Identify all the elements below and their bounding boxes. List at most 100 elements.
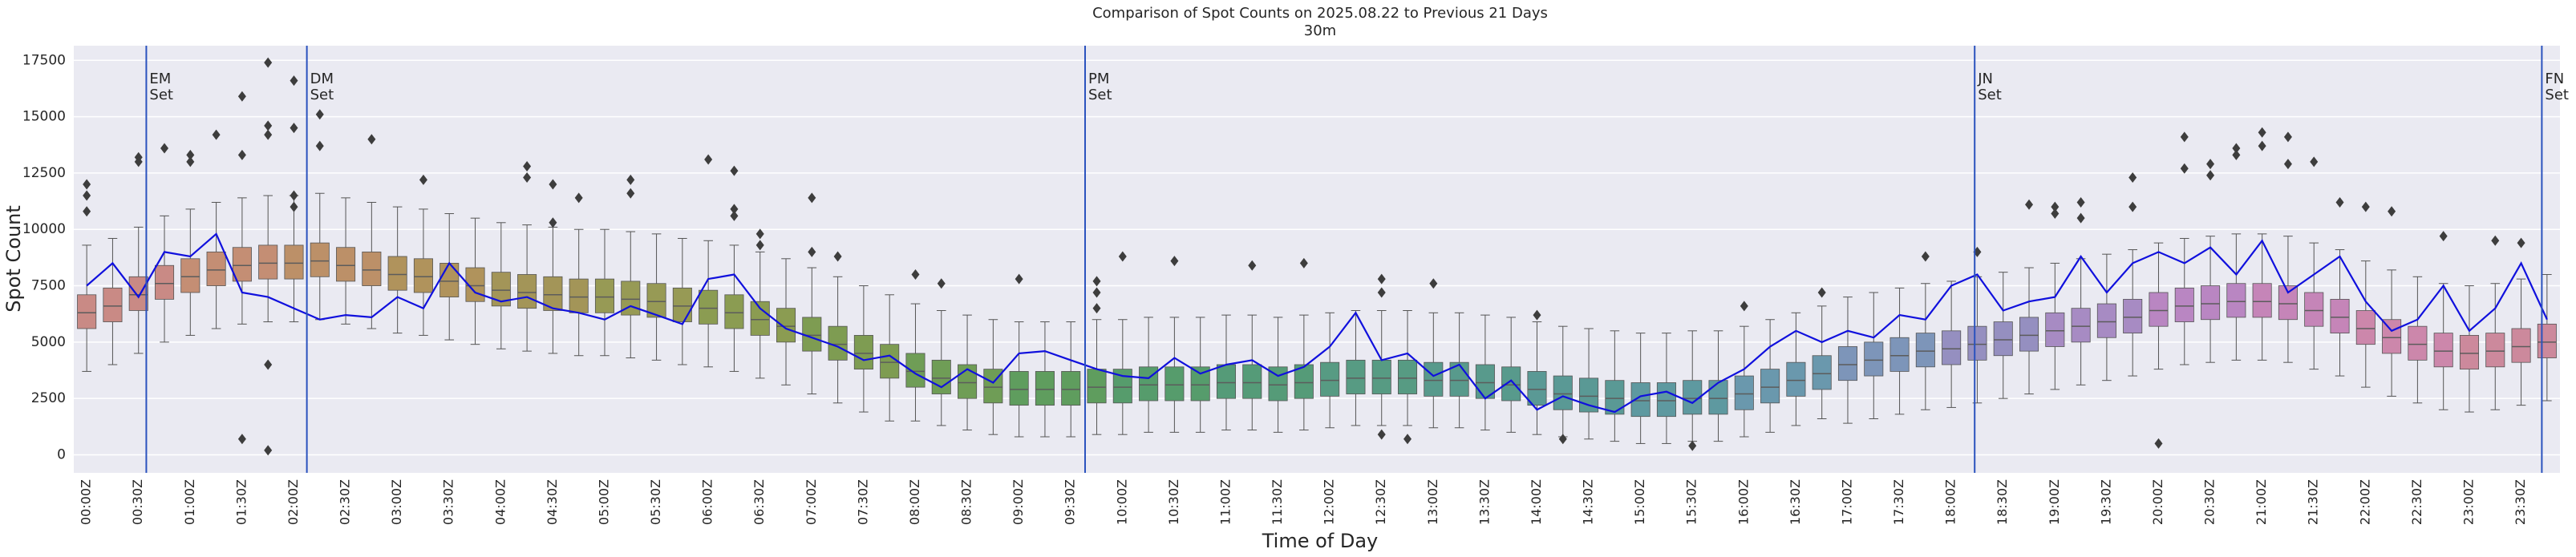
box: [1190, 366, 1210, 402]
flier: [704, 154, 713, 165]
box: [880, 344, 900, 379]
box: [1837, 346, 1858, 381]
box: [1216, 364, 1237, 399]
x-tick-label: 15:00Z: [1632, 479, 1647, 525]
box: [699, 289, 719, 325]
flier: [1377, 429, 1386, 440]
flier: [264, 120, 273, 131]
box: [310, 242, 330, 277]
box: [362, 251, 382, 286]
flier: [1299, 257, 1308, 268]
box: [1061, 371, 1081, 406]
event-label: PM: [1088, 71, 1109, 87]
flier: [2206, 159, 2215, 170]
flier: [2491, 235, 2500, 246]
x-tick-label: 23:00Z: [2461, 479, 2476, 525]
flier: [549, 217, 557, 228]
event-label: FN: [2545, 71, 2564, 87]
x-tick-label: 04:30Z: [545, 479, 560, 525]
box: [905, 353, 925, 388]
box: [1009, 371, 1029, 406]
x-tick-label: 06:30Z: [751, 479, 767, 525]
flier: [237, 434, 246, 445]
x-tick-label: 15:30Z: [1684, 479, 1699, 525]
flier: [2025, 199, 2034, 210]
box: [1708, 380, 1728, 415]
box: [517, 274, 537, 309]
flier: [237, 149, 246, 160]
x-tick-label: 17:00Z: [1839, 479, 1854, 525]
box: [1734, 375, 1754, 410]
box: [2019, 317, 2039, 352]
box: [724, 294, 744, 329]
x-tick-label: 22:30Z: [2409, 479, 2424, 525]
x-tick-label: 13:30Z: [1476, 479, 1492, 525]
box: [2537, 323, 2557, 358]
flier: [2439, 231, 2448, 242]
box: [1683, 380, 1703, 415]
y-tick-label: 10000: [22, 221, 66, 237]
x-tick-label: 19:00Z: [2047, 479, 2062, 525]
box: [1346, 359, 1366, 394]
flier: [290, 123, 298, 134]
flier: [1377, 273, 1386, 285]
flier: [937, 278, 946, 289]
x-axis-label: Time of Day: [1262, 530, 1379, 552]
flier: [1248, 260, 1257, 271]
box: [154, 264, 175, 300]
box: [1889, 337, 1910, 372]
box: [206, 251, 226, 286]
x-tick-label: 02:00Z: [286, 479, 301, 525]
box: [439, 263, 460, 298]
x-tick-label: 01:30Z: [233, 479, 249, 525]
box: [1087, 369, 1107, 404]
flier: [83, 190, 91, 201]
flier: [1092, 303, 1101, 314]
box: [543, 276, 563, 311]
box: [1371, 359, 1391, 394]
x-tick-label: 06:00Z: [700, 479, 715, 525]
flier: [523, 160, 532, 172]
y-tick-label: 17500: [22, 52, 66, 68]
box: [1967, 325, 1987, 361]
y-tick-label: 0: [57, 446, 66, 462]
x-tick-label: 16:30Z: [1788, 479, 1803, 525]
x-tick-label: 20:00Z: [2150, 479, 2165, 525]
box: [1320, 361, 1340, 397]
box: [594, 278, 615, 313]
flier: [1688, 440, 1697, 451]
box: [621, 281, 641, 316]
flier: [833, 251, 842, 262]
box: [1112, 369, 1132, 404]
box: [2278, 285, 2298, 321]
flier: [2310, 156, 2319, 168]
x-tick-label: 08:00Z: [907, 479, 922, 525]
flier: [523, 172, 532, 184]
box: [2252, 283, 2272, 318]
x-tick-label: 09:00Z: [1011, 479, 1026, 525]
flier: [2258, 127, 2266, 138]
flier: [755, 240, 764, 251]
flier: [574, 192, 583, 204]
flier: [2128, 172, 2137, 184]
flier: [160, 143, 169, 154]
box: [1760, 369, 1780, 404]
box: [646, 283, 666, 318]
box: [931, 359, 951, 394]
box: [672, 287, 692, 322]
box: [569, 278, 589, 313]
box: [387, 256, 407, 291]
flier: [2076, 212, 2085, 224]
box: [802, 317, 822, 352]
y-tick-label: 7500: [31, 278, 66, 294]
flier: [1533, 309, 1541, 321]
x-tick-label: 18:00Z: [1943, 479, 1958, 525]
box: [828, 325, 848, 361]
flier: [911, 268, 920, 280]
flier: [264, 445, 273, 456]
flier: [264, 57, 273, 68]
box: [750, 301, 770, 336]
box: [2511, 328, 2531, 363]
y-tick-label: 15000: [22, 109, 66, 125]
